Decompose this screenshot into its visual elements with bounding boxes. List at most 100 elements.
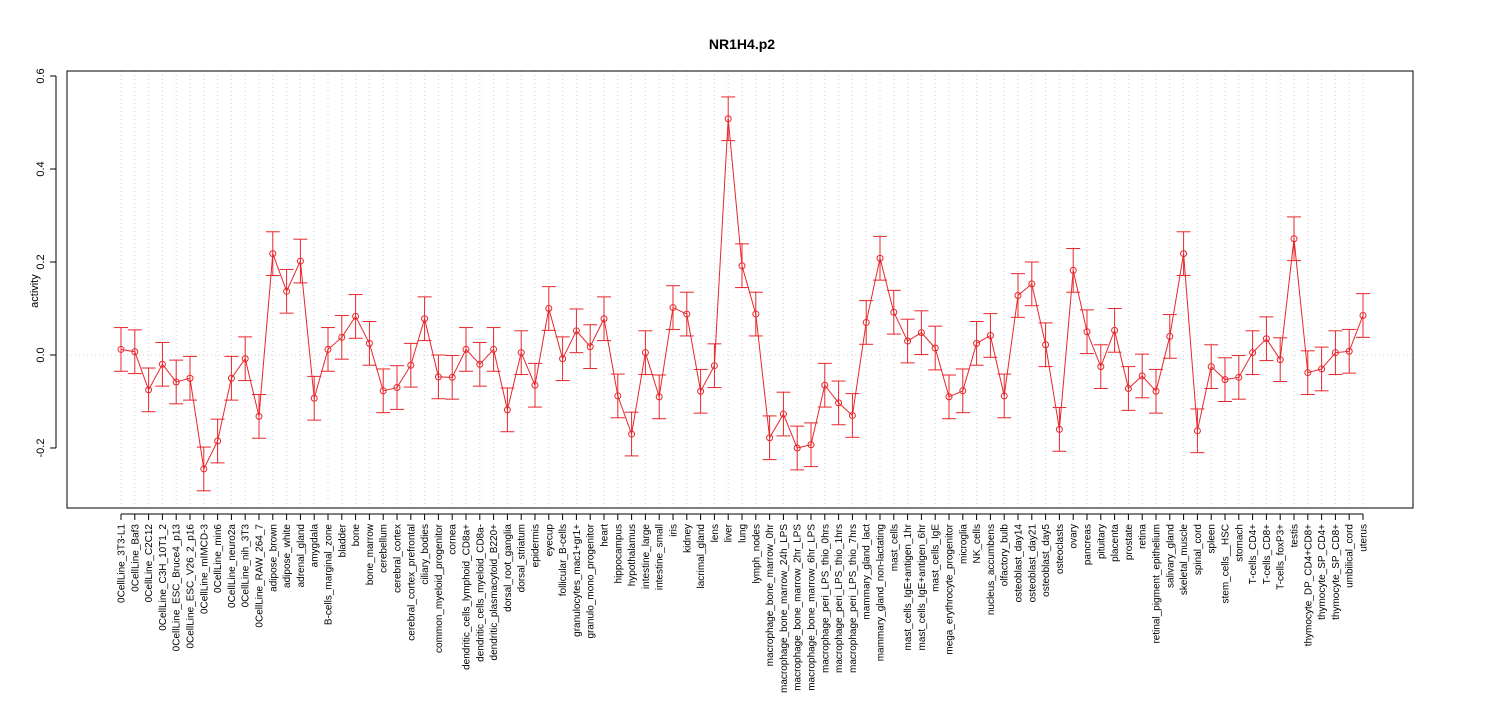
error-bar xyxy=(514,330,529,376)
x-tick-label: granulo_mono_progenitor xyxy=(586,523,597,638)
data-point xyxy=(545,305,553,312)
error-bar xyxy=(997,373,1012,419)
data-point xyxy=(1180,250,1188,258)
error-bar xyxy=(1259,316,1274,362)
data-point xyxy=(641,349,649,357)
error-bar xyxy=(390,365,404,410)
x-tick-label: osteoblast_day14 xyxy=(1014,524,1025,603)
x-tick-label: olfactory_bulb xyxy=(1000,524,1011,587)
data-point xyxy=(614,392,622,400)
error-bar xyxy=(141,367,156,413)
x-tick-label: 0CellLine_min6 xyxy=(213,524,224,593)
data-point xyxy=(296,257,304,265)
x-tick-label: spleen xyxy=(1207,524,1218,553)
x-tick-label: umbilical_cord xyxy=(1345,524,1356,588)
x-tick-label: pituitary xyxy=(1096,524,1107,559)
error-bar xyxy=(1149,368,1163,414)
x-tick-label: macrophage_peri_LPS_thio_1hrs xyxy=(834,524,845,673)
x-tick-label: common_myeloid_progenitor xyxy=(434,523,445,653)
x-tick-label: osteoclasts xyxy=(1055,524,1066,574)
data-point xyxy=(848,411,856,419)
x-tick-label: intestine_small xyxy=(655,524,666,590)
error-bars xyxy=(114,96,1370,492)
data-point xyxy=(1235,373,1243,381)
data-point xyxy=(241,355,249,363)
error-bar xyxy=(942,374,956,420)
data-point xyxy=(338,333,346,341)
error-bar xyxy=(735,243,749,289)
error-bar xyxy=(928,325,943,371)
error-bar xyxy=(1011,273,1025,318)
data-point xyxy=(724,115,732,123)
error-bar xyxy=(238,336,253,382)
x-tick-label: spinal_cord xyxy=(1193,524,1204,575)
x-tick-label: cerebral_cortex_prefrontal xyxy=(406,524,417,641)
error-bar xyxy=(762,415,777,461)
x-tick-label: macrophage_bone_marrow_6hr_LPS xyxy=(807,524,818,691)
data-point xyxy=(862,318,870,326)
data-point xyxy=(1152,387,1160,395)
x-tick-label: mammary_gland_lact xyxy=(862,524,873,620)
y-tick-label: 0.4 xyxy=(35,161,47,176)
x-tick-label: amygdala xyxy=(310,524,321,568)
data-point xyxy=(1304,369,1312,377)
y-tick-label: -0.2 xyxy=(35,439,47,458)
data-point xyxy=(1262,335,1270,343)
x-tick-label: heart xyxy=(600,524,611,547)
data-point xyxy=(807,441,815,449)
data-point xyxy=(779,410,787,418)
error-bar xyxy=(886,289,901,335)
error-bar xyxy=(403,342,418,388)
error-bar xyxy=(1024,261,1039,307)
error-bar xyxy=(348,294,363,339)
data-points xyxy=(117,115,1367,473)
data-point xyxy=(1014,291,1022,299)
error-bar xyxy=(486,327,501,372)
data-point xyxy=(931,344,939,352)
error-bar xyxy=(679,291,694,337)
error-bar xyxy=(583,324,598,369)
data-point xyxy=(821,381,829,389)
data-point xyxy=(1000,392,1008,400)
error-bar xyxy=(1121,366,1136,411)
data-point xyxy=(945,393,953,401)
error-bar xyxy=(1287,216,1301,262)
error-bar xyxy=(693,368,708,414)
data-point xyxy=(421,315,429,323)
x-tick-label: mast_cells xyxy=(889,524,900,571)
error-bar xyxy=(859,300,874,345)
error-bar xyxy=(638,330,653,376)
error-bar xyxy=(334,314,349,360)
x-tick-label: hippocampus xyxy=(613,524,624,583)
data-point xyxy=(269,250,277,258)
data-point xyxy=(1290,235,1298,243)
data-point xyxy=(1083,328,1091,336)
data-point xyxy=(986,331,994,339)
x-tick-label: 0CellLine_ESC_Bruce4_p13 xyxy=(172,524,183,652)
error-bar xyxy=(127,329,142,375)
error-bar xyxy=(376,368,391,414)
x-tick-label: cerebellum xyxy=(379,524,390,573)
x-tick-label: bone_marrow xyxy=(365,523,376,585)
error-bar xyxy=(569,308,584,354)
x-tick-label: ciliary_bodies xyxy=(420,524,431,585)
x-tick-label: B-cells_marginal_zone xyxy=(324,524,335,626)
x-tick-label: salivary_gland xyxy=(1165,524,1176,588)
data-point xyxy=(683,310,691,318)
error-bar xyxy=(362,321,377,366)
data-point xyxy=(1318,365,1326,373)
data-point xyxy=(586,343,594,351)
x-tick-label: 0CellLine_neuro2a xyxy=(227,524,238,608)
x-tick-label: testis xyxy=(1290,524,1301,547)
data-point xyxy=(959,387,967,395)
x-axis: 0CellLine_3T3-L1 0CellLine_Baf3 0CellLine_… xyxy=(117,513,1370,693)
error-bar xyxy=(845,393,860,438)
x-tick-label: adipose_brown xyxy=(268,524,279,592)
data-point xyxy=(835,399,843,407)
error-bar xyxy=(707,343,722,389)
x-tick-label: intestine_large xyxy=(641,524,652,589)
data-point xyxy=(1042,341,1050,349)
chart-title: NR1H4.p2 xyxy=(709,36,775,52)
x-tick-label: stomach xyxy=(1234,524,1245,562)
x-tick-label: follicular_B-cells xyxy=(558,524,569,596)
